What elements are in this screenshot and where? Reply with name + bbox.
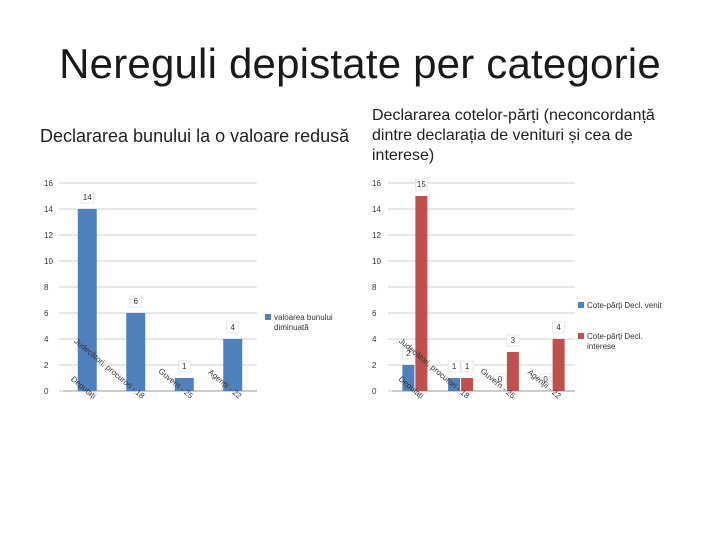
chart2-bar xyxy=(506,352,519,391)
chart2-y-tick-label: 8 xyxy=(372,283,377,292)
chart2-data-label: 2 xyxy=(406,349,411,358)
chart1-bar xyxy=(126,313,146,391)
chart2-data-label-box xyxy=(539,373,552,386)
chart1-legend-label: diminuată xyxy=(274,323,309,332)
chart2-data-label: 1 xyxy=(452,362,457,371)
chart2-data-label-box xyxy=(493,373,507,386)
chart1-legend-label: valoarea bunului xyxy=(274,313,333,322)
chart2-y-tick-label: 2 xyxy=(372,361,377,370)
chart2-data-label: 0 xyxy=(498,375,503,384)
chart2-legend-swatch xyxy=(578,333,584,339)
chart2-bar xyxy=(448,378,461,391)
chart2-data-label: 1 xyxy=(465,362,470,371)
chart2-bar xyxy=(461,378,474,391)
chart1-y-tick-label: 10 xyxy=(44,257,53,266)
chart2-bar xyxy=(415,196,428,391)
chart2-data-label: 4 xyxy=(556,323,561,332)
chart2-data-label: 15 xyxy=(417,180,426,189)
chart2-data-label-box xyxy=(552,321,565,334)
chart1-data-label-box xyxy=(80,191,94,204)
chart1-y-tick-label: 0 xyxy=(44,387,49,396)
chart2-data-label: 0 xyxy=(543,375,548,384)
chart2-bar xyxy=(552,339,565,391)
chart1-y-tick-label: 2 xyxy=(44,361,49,370)
chart2-data-label-box xyxy=(402,347,415,360)
chart1-y-tick-label: 8 xyxy=(44,283,49,292)
chart1-data-label: 6 xyxy=(134,297,139,306)
chart2-y-tick-label: 4 xyxy=(372,335,377,344)
chart1-bar xyxy=(77,209,97,391)
chart2-y-tick-label: 14 xyxy=(372,205,381,214)
chart1-data-label-box xyxy=(177,360,191,373)
chart2-legend-label: Cote-părți Decl. venit xyxy=(587,301,662,310)
chart2-data-label-box xyxy=(506,334,520,347)
chart2-data-label: 3 xyxy=(511,336,516,345)
chart2-legend-label: interese xyxy=(587,342,616,351)
chart1-legend-swatch xyxy=(265,314,271,320)
chart2-legend-label: Cote-părți Decl. xyxy=(587,332,643,341)
chart2-y-tick-label: 6 xyxy=(372,309,377,318)
chart1-bar xyxy=(174,378,194,391)
chart2-bar xyxy=(402,365,415,391)
chart1-data-label: 1 xyxy=(182,362,187,371)
chart2-data-label-box xyxy=(447,360,461,373)
chart2-y-tick-label: 0 xyxy=(372,387,377,396)
chart1-data-label: 4 xyxy=(231,323,236,332)
chart1-y-tick-label: 16 xyxy=(44,179,53,188)
chart1-y-tick-label: 14 xyxy=(44,205,53,214)
chart1-y-tick-label: 4 xyxy=(44,335,49,344)
chart2-legend-swatch xyxy=(578,302,584,308)
chart2-data-label-box xyxy=(460,360,474,373)
chart2-title: Declararea cotelor-părți (neconcordanță … xyxy=(372,107,655,164)
chart2-data-label-box xyxy=(415,178,428,191)
chart1-data-label: 14 xyxy=(83,193,92,202)
chart1-y-tick-label: 12 xyxy=(44,231,53,240)
chart1-title: Declararea bunului la o valoare redusă xyxy=(40,126,350,146)
chart1-data-label-box xyxy=(226,321,240,334)
chart2-y-tick-label: 12 xyxy=(372,231,381,240)
chart1-bar xyxy=(223,339,243,391)
chart2-y-tick-label: 16 xyxy=(372,179,381,188)
chart1-y-tick-label: 6 xyxy=(44,309,49,318)
chart1-data-label-box xyxy=(129,295,143,308)
slide-title: Nereguli depistate per categorie xyxy=(59,40,661,87)
chart2-y-tick-label: 10 xyxy=(372,257,381,266)
